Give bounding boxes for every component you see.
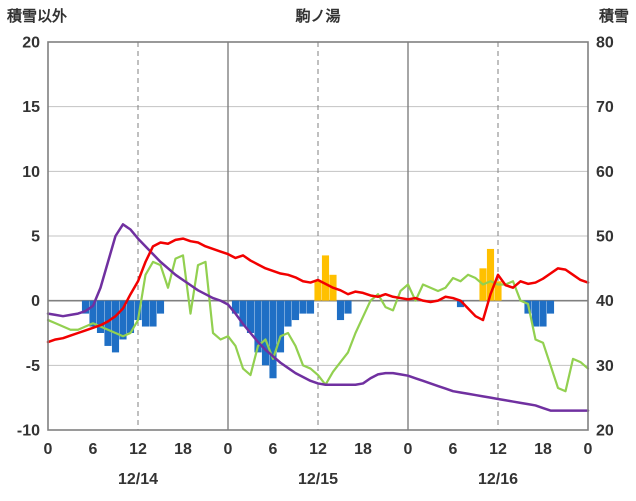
- right-tick-label: 80: [596, 35, 614, 52]
- blue-bars-bar: [104, 300, 112, 346]
- left-tick-label: -5: [26, 358, 40, 375]
- purple-line: [46, 223, 590, 412]
- blue-bars-bar: [539, 300, 547, 327]
- blue-bars-bar: [81, 300, 90, 314]
- x-tick-label: 6: [269, 441, 278, 458]
- x-tick-label: 12: [309, 441, 327, 458]
- x-tick-label: 0: [224, 441, 233, 458]
- blue-bars-bar: [89, 300, 97, 327]
- orange-bars-bar: [494, 281, 502, 301]
- blue-bars-bar: [231, 300, 240, 314]
- left-tick-label: 5: [31, 229, 40, 246]
- blue-bars-bar: [306, 300, 315, 314]
- red-line: [46, 237, 590, 344]
- right-tick-label: 40: [596, 293, 614, 310]
- blue-bars-bar: [141, 300, 150, 327]
- left-tick-label: -10: [17, 423, 40, 440]
- blue-bars-bar: [239, 300, 247, 327]
- x-tick-label: 6: [449, 441, 458, 458]
- blue-bars-bar: [546, 300, 555, 314]
- blue-bars-bar: [531, 300, 540, 327]
- blue-bars-bar: [254, 300, 262, 353]
- blue-bars: [81, 300, 555, 379]
- x-tick-label: 6: [89, 441, 98, 458]
- x-tick-label: 0: [584, 441, 593, 458]
- left-tick-label: 0: [31, 293, 40, 310]
- right-tick-label: 30: [596, 358, 614, 375]
- date-label: 12/14: [118, 471, 158, 488]
- blue-bars-bar: [119, 300, 127, 340]
- blue-bars-bar: [111, 300, 120, 353]
- left-axis-title: 積雪以外: [7, 8, 68, 25]
- orange-bars-bar: [321, 255, 330, 301]
- chart-title: 駒ノ湯: [295, 8, 341, 25]
- left-tick-label: 10: [22, 164, 40, 181]
- right-tick-label: 20: [596, 423, 614, 440]
- x-tick-label: 12: [129, 441, 147, 458]
- blue-bars-bar: [149, 300, 157, 327]
- blue-bars-bar: [291, 300, 300, 321]
- blue-bars-bar: [156, 300, 165, 314]
- blue-bars-bar: [134, 300, 142, 321]
- blue-bars-bar: [261, 300, 270, 366]
- gridlines: [48, 41, 588, 431]
- left-tick-label: 20: [22, 35, 40, 52]
- blue-bars-bar: [336, 300, 345, 321]
- date-label: 12/16: [478, 471, 518, 488]
- right-tick-label: 70: [596, 99, 614, 116]
- chart-header: 積雪以外 駒ノ湯 積雪: [0, 5, 636, 29]
- date-label: 12/15: [298, 471, 338, 488]
- right-tick-label: 60: [596, 164, 614, 181]
- blue-bars-bar: [269, 300, 277, 379]
- blue-bars-bar: [246, 300, 255, 333]
- blue-bars-bar: [299, 300, 307, 314]
- plot-border: [47, 41, 589, 431]
- blue-bars-bar: [276, 300, 285, 353]
- x-tick-label: 18: [354, 441, 372, 458]
- right-axis-title: 積雪: [598, 8, 629, 25]
- x-tick-label: 0: [44, 441, 53, 458]
- blue-bars-bar: [344, 300, 352, 314]
- x-tick-label: 12: [489, 441, 507, 458]
- blue-bars-bar: [126, 300, 135, 333]
- right-tick-label: 50: [596, 229, 614, 246]
- orange-bars-bar: [486, 248, 495, 301]
- x-tick-label: 0: [404, 441, 413, 458]
- x-tick-label: 18: [174, 441, 192, 458]
- orange-bars-bar: [314, 281, 322, 301]
- blue-bars-bar: [96, 300, 105, 333]
- blue-bars-bar: [456, 300, 465, 308]
- green-line: [46, 254, 590, 393]
- x-tick-label: 18: [534, 441, 552, 458]
- left-tick-label: 15: [22, 99, 40, 116]
- blue-bars-bar: [284, 300, 292, 327]
